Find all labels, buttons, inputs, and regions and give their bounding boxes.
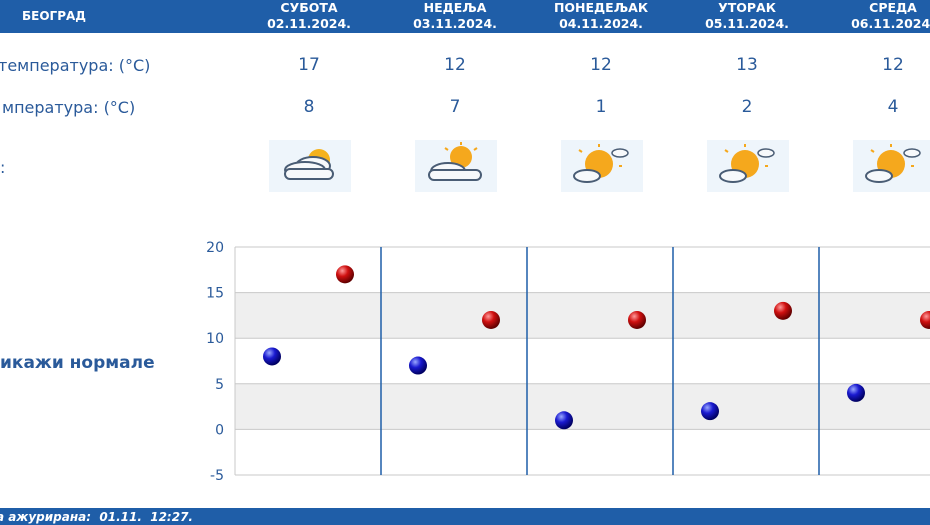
min-temp-value: 2 — [741, 97, 753, 117]
day-name: НЕДЕЉА — [423, 0, 487, 15]
mostly-sunny-icon — [707, 140, 789, 192]
day-date: 02.11.2024. — [267, 16, 351, 31]
min-temp-value: 8 — [303, 97, 315, 117]
mostly-sunny-icon — [853, 140, 930, 192]
min-temp-point — [263, 347, 281, 366]
day-header: СУБОТА 02.11.2024. — [249, 0, 369, 32]
max-temp-value: 17 — [298, 55, 320, 75]
show-normals-link[interactable]: икажи нормале — [0, 353, 155, 373]
day-name: СРЕДА — [869, 0, 917, 15]
day-header: СРЕДА 06.11.2024. — [833, 0, 930, 32]
partly-sunny-icon — [415, 140, 497, 192]
min-temp-point — [847, 383, 865, 402]
max-temp-value: 12 — [444, 55, 466, 75]
y-tick-label: 10 — [206, 331, 224, 347]
day-name: ПОНЕДЕЉАК — [553, 0, 649, 15]
city-name: БЕОГРАД — [22, 9, 86, 23]
max-temp-value: 12 — [882, 55, 904, 75]
header-bar: БЕОГРАД СУБОТА 02.11.2024. НЕДЕЉА 03.11.20… — [0, 0, 930, 33]
min-temp-value: 1 — [595, 97, 607, 117]
chart-band — [235, 292, 930, 339]
y-tick-label: 5 — [215, 377, 224, 393]
day-date: 03.11.2024. — [413, 16, 497, 31]
day-header: НЕДЕЉА 03.11.2024. — [395, 0, 515, 32]
mostly-sunny-icon — [561, 140, 643, 192]
last-updated-text: а ажурирана: 01.11. 12:27. — [0, 510, 193, 524]
max-temp-point — [336, 265, 354, 284]
day-name: УТОРАК — [718, 0, 776, 15]
day-header: УТОРАК 05.11.2024. — [687, 0, 807, 32]
chart-band — [235, 383, 930, 430]
y-tick-label: 0 — [215, 422, 224, 438]
max-temp-value: 13 — [736, 55, 758, 75]
min-temp-value: 7 — [449, 97, 461, 117]
max-temp-point — [920, 310, 930, 329]
footer-bar: а ажурирана: 01.11. 12:27. — [0, 508, 930, 525]
min-temp-point — [409, 356, 427, 375]
temperature-chart: 20 15 10 5 0 -5 — [206, 240, 930, 484]
partly-cloudy-icon — [269, 140, 351, 192]
y-tick-label: 20 — [206, 240, 224, 256]
y-tick-label: -5 — [210, 468, 224, 484]
min-temp-value: 4 — [887, 97, 899, 117]
day-date: 04.11.2024. — [559, 16, 643, 31]
min-temp-point — [701, 402, 719, 421]
max-temp-point — [482, 310, 500, 329]
max-temp-value: 12 — [590, 55, 612, 75]
min-temp-label: мпература: (°C) — [2, 98, 136, 117]
max-temp-label: температура: (°C) — [0, 56, 151, 75]
forecast-label: : — [0, 158, 6, 177]
min-temp-point — [555, 411, 573, 430]
max-temp-point — [774, 301, 792, 320]
day-date: 05.11.2024. — [705, 16, 789, 31]
day-date: 06.11.2024. — [851, 16, 930, 31]
day-header: ПОНЕДЕЉАК 04.11.2024. — [541, 0, 661, 32]
y-tick-label: 15 — [206, 286, 224, 302]
max-temp-point — [628, 310, 646, 329]
day-name: СУБОТА — [280, 0, 338, 15]
